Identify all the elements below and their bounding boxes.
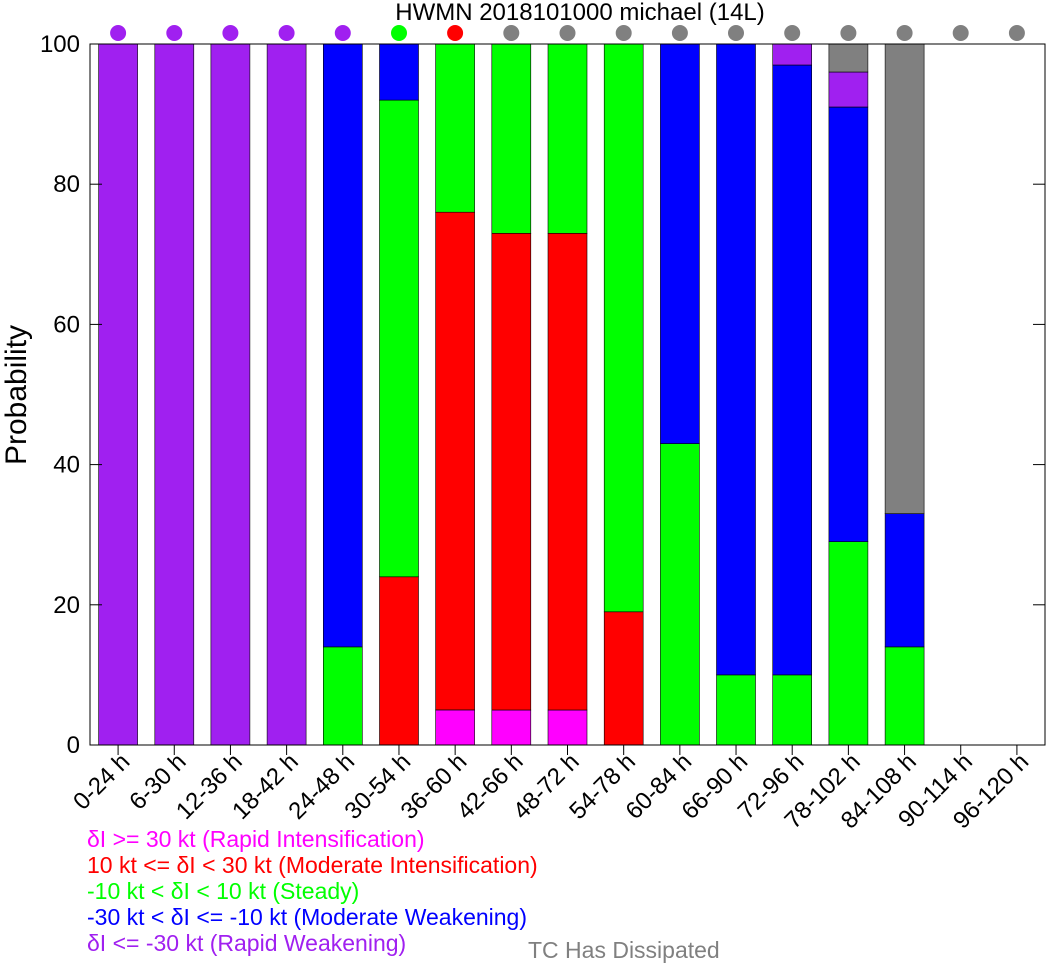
bar-segment-8-2 (547, 43, 588, 234)
bar-stacks (98, 43, 925, 746)
bar-segment-3-4 (266, 43, 307, 746)
legend-item-moderate-weakening: -30 kt < δI <= -10 kt (Moderate Weakenin… (87, 904, 528, 930)
bar-segment-14-5 (884, 43, 925, 515)
bar-segment-5-3 (379, 43, 419, 101)
y-tick-label-4: 80 (53, 171, 80, 198)
status-marker-15 (952, 25, 969, 41)
bar-segment-4-3 (322, 43, 363, 648)
status-marker-11 (728, 25, 744, 41)
bar-segment-9-2 (603, 43, 644, 613)
legend: δI >= 30 kt (Rapid Intensification) 10 k… (87, 826, 538, 956)
bar-segment-9-1 (603, 611, 644, 746)
status-marker-7 (503, 25, 520, 41)
bar-segment-6-0 (435, 709, 475, 746)
bar-segment-13-2 (828, 541, 869, 746)
bar-segment-10-3 (660, 43, 700, 444)
status-marker-1 (166, 25, 183, 41)
bar-segment-2-4 (210, 43, 251, 746)
y-tick-label-1: 20 (53, 592, 80, 619)
status-marker-0 (110, 25, 127, 41)
bar-segment-14-2 (884, 646, 925, 746)
bar-segment-6-2 (435, 43, 475, 213)
bar-segment-4-2 (322, 646, 363, 746)
axes (89, 43, 1046, 755)
legend-item-rapid-weakening: δI <= -30 kt (Rapid Weakening) (87, 930, 407, 956)
status-marker-12 (784, 25, 801, 41)
bar-segment-1-4 (154, 43, 195, 746)
y-axis-label: Probability (0, 325, 33, 465)
bar-segment-5-2 (379, 99, 419, 578)
bar-segment-7-0 (491, 709, 532, 746)
y-tick-label-5: 100 (40, 31, 80, 58)
legend-item-rapid-intensification: δI >= 30 kt (Rapid Intensification) (87, 826, 425, 852)
bar-segment-7-1 (491, 233, 532, 711)
status-marker-5 (391, 25, 407, 41)
bar-segment-13-3 (828, 106, 869, 543)
status-marker-16 (1008, 25, 1025, 41)
top-markers (110, 25, 1025, 41)
status-marker-8 (559, 25, 576, 41)
bar-segment-11-2 (716, 674, 756, 746)
bar-segment-12-2 (772, 674, 813, 746)
status-marker-2 (222, 25, 239, 41)
bar-segment-12-3 (772, 64, 813, 676)
legend-item-dissipated: TC Has Dissipated (528, 937, 720, 963)
status-marker-10 (671, 25, 688, 41)
status-marker-6 (447, 25, 464, 41)
bar-segment-10-2 (660, 443, 700, 746)
bar-segment-0-4 (98, 43, 138, 746)
x-tick-labels: 0-24 h6-30 h12-36 h18-42 h24-48 h30-54 h… (68, 748, 1034, 834)
bar-segment-8-1 (547, 233, 588, 711)
y-tick-labels: 0 20 40 60 80 100 (40, 31, 80, 759)
y-tick-label-2: 40 (53, 452, 80, 479)
y-tick-label-0: 0 (67, 732, 80, 759)
bar-segment-13-4 (828, 71, 869, 108)
status-marker-9 (615, 25, 632, 41)
bar-segment-8-0 (547, 709, 588, 746)
status-marker-13 (840, 25, 857, 41)
bar-segment-12-4 (772, 43, 813, 66)
legend-item-moderate-intensification: 10 kt <= δI < 30 kt (Moderate Intensific… (87, 852, 538, 878)
bar-segment-13-5 (828, 43, 869, 73)
legend-item-steady: -10 kt < δI < 10 kt (Steady) (87, 878, 360, 904)
status-marker-14 (896, 25, 913, 41)
y-tick-label-3: 60 (53, 311, 80, 338)
status-marker-3 (278, 25, 295, 41)
bar-segment-14-3 (884, 513, 925, 648)
bar-segment-5-1 (379, 576, 419, 746)
bar-segment-11-3 (716, 43, 756, 676)
bar-segment-6-1 (435, 211, 475, 711)
status-marker-4 (334, 25, 351, 41)
chart-title: HWMN 2018101000 michael (14L) (395, 0, 765, 26)
bar-segment-7-2 (491, 43, 532, 234)
